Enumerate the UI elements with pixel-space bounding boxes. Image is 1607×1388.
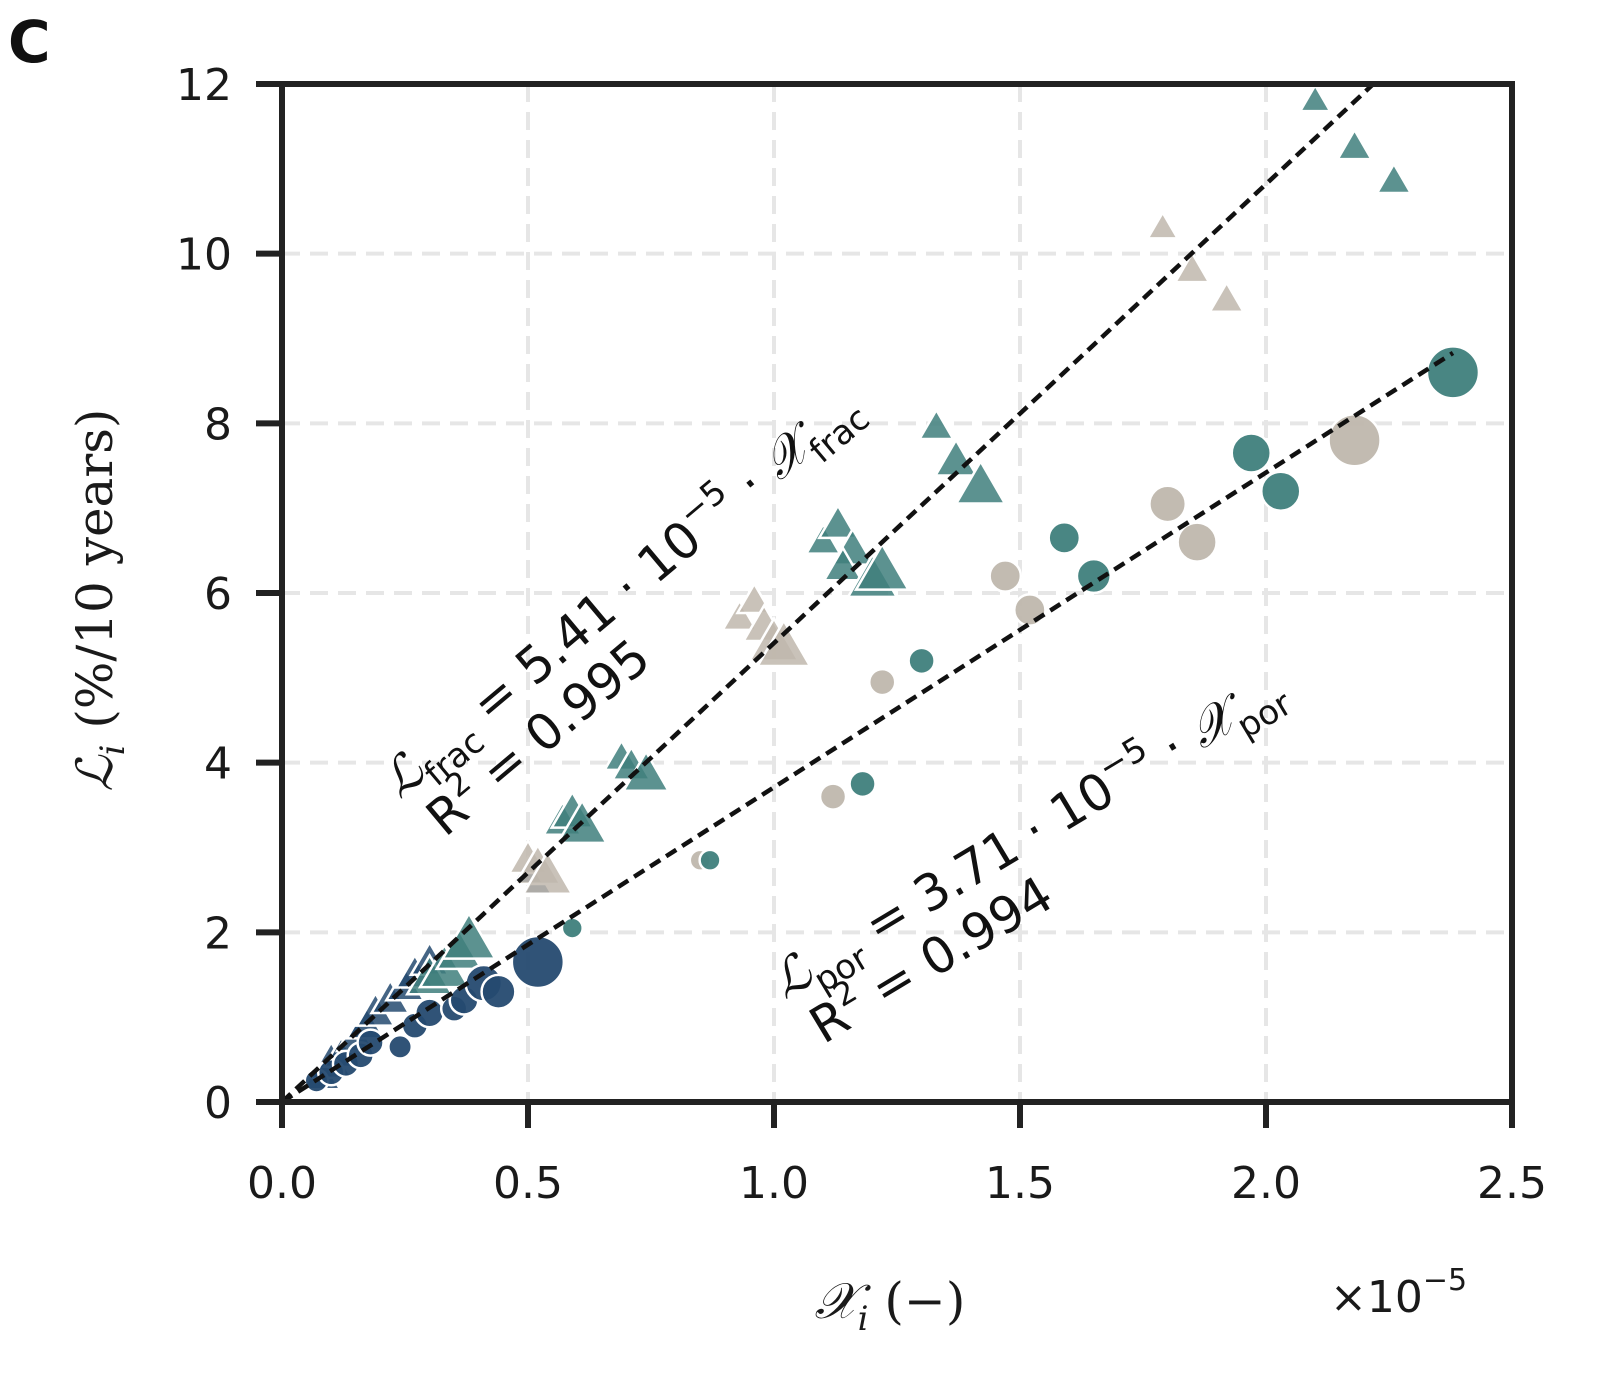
circle-point [867, 667, 897, 697]
y-axis-label: ℒi (%/10 years) [66, 409, 133, 792]
x-tick-label: 2.0 [1231, 1158, 1301, 1209]
y-tick-label: 8 [204, 399, 232, 450]
x-tick-label: 0.5 [493, 1158, 563, 1209]
triangle-point [440, 910, 498, 960]
triangle-point [917, 407, 956, 441]
y-axis-ticks: 0 2 4 6 8 10 12 [176, 60, 282, 1129]
triangle-point [521, 849, 575, 896]
circle-point [480, 973, 517, 1010]
circle-point [510, 934, 566, 990]
circle-point [1012, 593, 1047, 627]
circle-point [1230, 432, 1272, 474]
fit-line-frac [280, 82, 1375, 1104]
x-tick-label: 1.5 [985, 1158, 1055, 1209]
triangle-point [720, 598, 759, 632]
circle-point [1075, 557, 1112, 595]
circle-point [356, 1028, 385, 1057]
grid [282, 84, 1512, 1102]
circle-point [1176, 521, 1218, 563]
y-tick-label: 10 [176, 230, 232, 281]
triangle-point [853, 541, 911, 591]
por-equation: ℒpor = 3.71 · 10−5 · 𝒳por [758, 653, 1299, 1020]
triangle-point [1207, 280, 1246, 314]
circle-point [1047, 521, 1082, 555]
y-tick-label: 2 [204, 908, 232, 959]
y-tick-label: 4 [204, 739, 232, 790]
triangle-point [1173, 250, 1212, 284]
x-scale-note: ×10−5 [1330, 1263, 1467, 1323]
triangle-point [1374, 161, 1413, 195]
y-tick-label: 6 [204, 569, 232, 620]
x-tick-label: 1.0 [739, 1158, 809, 1209]
y-tick-label: 0 [204, 1078, 232, 1129]
x-tick-label: 2.5 [1477, 1158, 1547, 1209]
triangle-point [1335, 127, 1374, 161]
circle-point [698, 848, 722, 872]
x-axis-ticks: 0.0 0.5 1.0 1.5 2.0 2.5 [247, 1102, 1547, 1209]
circle-point [848, 769, 877, 799]
panel-label: C [8, 8, 51, 76]
x-tick-label: 0.0 [247, 1158, 317, 1209]
por-fit-annotation: ℒpor = 3.71 · 10−5 · 𝒳por R2 = 0.994 [758, 653, 1299, 1055]
triangle-point [817, 503, 859, 540]
circle-point [818, 782, 848, 811]
circle-point [1260, 470, 1302, 512]
circle-point [1327, 413, 1382, 468]
triangle-point [1145, 210, 1180, 240]
circle-point [1148, 484, 1188, 524]
x-axis-label: 𝒳i (−) [815, 1272, 966, 1339]
fit-line-por [280, 351, 1455, 1104]
circle-point [907, 646, 936, 676]
circle-point [560, 916, 584, 940]
triangle-point [1298, 82, 1333, 113]
circle-point [387, 1033, 414, 1060]
fit-lines [280, 82, 1455, 1104]
circle-point [988, 559, 1023, 593]
y-tick-label: 12 [176, 60, 232, 111]
triangle-point [954, 459, 1008, 505]
